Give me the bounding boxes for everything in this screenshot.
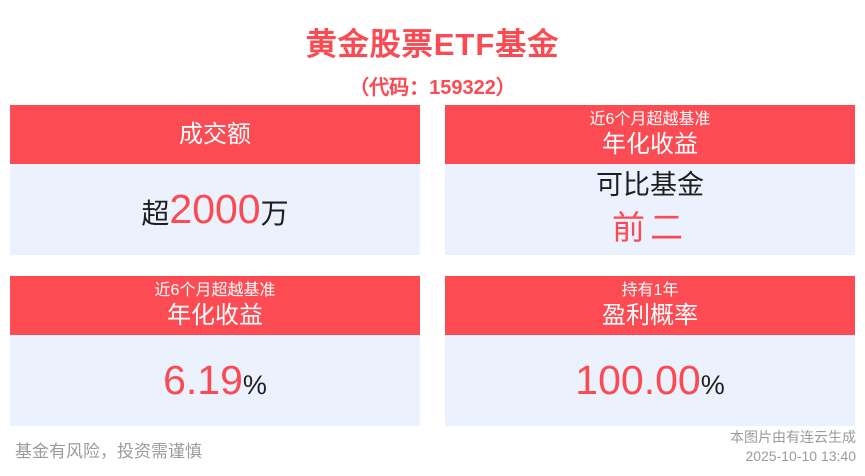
card-turnover-header-label: 成交额 (179, 120, 251, 148)
rank-value-line1: 可比基金 (596, 169, 704, 200)
card-probability-value: 100.00% (575, 360, 724, 401)
card-probability-header: 持有1年 盈利概率 (445, 276, 855, 335)
fund-code: （代码：159322） (349, 77, 516, 99)
card-annualized-header: 近6个月超越基准 年化收益 (10, 276, 420, 335)
image-credit-timestamp: 2025-10-10 13:40 (745, 448, 856, 465)
card-rank: 近6个月超越基准 年化收益 可比基金 前二 (445, 105, 855, 255)
card-rank-value: 可比基金 前二 (596, 170, 704, 249)
card-annualized-return: 近6个月超越基准 年化收益 6.19% (10, 276, 420, 426)
fund-title: 黄金股票ETF基金 (305, 27, 560, 62)
card-turnover-value: 超2000万 (141, 189, 288, 230)
card-probability-header-label: 盈利概率 (602, 301, 698, 329)
image-credit-source: 本图片由有连云生成 (730, 428, 856, 445)
card-probability-body: 100.00% (445, 335, 855, 426)
card-rank-header-sub: 近6个月超越基准 (589, 110, 711, 128)
card-probability-header-sub: 持有1年 (621, 281, 679, 299)
card-annualized-value: 6.19% (163, 360, 267, 401)
turnover-value-number: 2000 (169, 186, 261, 232)
card-rank-header: 近6个月超越基准 年化收益 (445, 105, 855, 164)
card-annualized-header-label: 年化收益 (167, 301, 263, 329)
annualized-value-percent: % (242, 370, 267, 400)
turnover-value-prefix: 超 (141, 198, 170, 229)
card-rank-header-label: 年化收益 (602, 130, 698, 158)
probability-value-number: 100.00 (575, 357, 701, 403)
card-turnover: 成交额 超2000万 (10, 105, 420, 255)
probability-value-percent: % (700, 370, 725, 400)
card-rank-body: 可比基金 前二 (445, 164, 855, 255)
rank-value-line2: 前二 (612, 209, 688, 247)
card-annualized-body: 6.19% (10, 335, 420, 426)
annualized-value-number: 6.19 (163, 357, 243, 403)
image-credit: 本图片由有连云生成 2025-10-10 13:40 (730, 428, 856, 467)
card-turnover-body: 超2000万 (10, 164, 420, 255)
risk-disclaimer: 基金有风险，投资需谨慎 (15, 442, 202, 461)
card-annualized-header-sub: 近6个月超越基准 (154, 281, 276, 299)
stat-card-grid: 成交额 超2000万 近6个月超越基准 年化收益 可比基金 前二 (10, 105, 855, 426)
turnover-value-suffix: 万 (260, 198, 289, 229)
card-profit-probability: 持有1年 盈利概率 100.00% (445, 276, 855, 426)
card-turnover-header: 成交额 (10, 105, 420, 164)
